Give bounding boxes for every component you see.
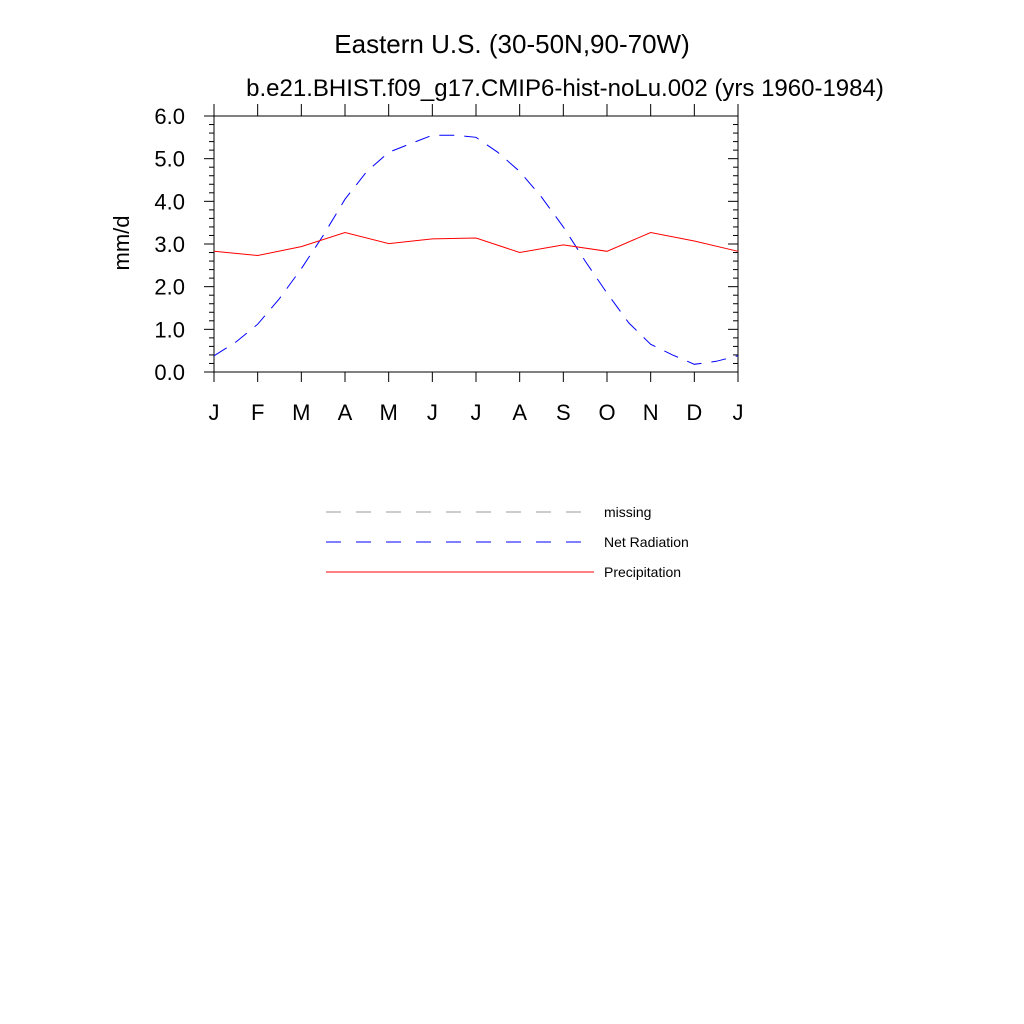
x-tick-label: O [598, 400, 615, 425]
x-tick-label: A [512, 400, 527, 425]
y-tick-label: 1.0 [154, 317, 185, 342]
y-tick-label: 0.0 [154, 360, 185, 385]
y-tick-label: 2.0 [154, 275, 185, 300]
chart-title: Eastern U.S. (30-50N,90-70W) [334, 29, 689, 59]
y-axis: 0.0 1.0 2.0 3.0 4.0 5.0 6.0 [154, 104, 738, 385]
y-tick-label: 3.0 [154, 232, 185, 257]
x-tick-label: J [427, 400, 438, 425]
x-tick-label: M [292, 400, 310, 425]
x-tick-label: M [380, 400, 398, 425]
series-line-net-radiation [213, 134, 739, 365]
series-layer [213, 134, 739, 365]
x-tick-label: N [643, 400, 659, 425]
x-tick-label: J [733, 400, 744, 425]
x-tick-label: J [471, 400, 482, 425]
y-tick-label: 5.0 [154, 147, 185, 172]
plot-area [213, 115, 739, 373]
y-axis-label: mm/d [109, 216, 134, 271]
x-tick-label: F [251, 400, 264, 425]
series-line-precipitation [213, 231, 739, 257]
legend-label-missing: missing [604, 504, 651, 520]
y-tick-label: 6.0 [154, 104, 185, 129]
x-tick-label: D [686, 400, 702, 425]
legend: missing Net Radiation Precipitation [326, 504, 689, 580]
x-tick-label: S [556, 400, 571, 425]
plot-border [213, 115, 739, 373]
x-tick-label: A [338, 400, 353, 425]
y-tick-label: 4.0 [154, 189, 185, 214]
legend-label-net-radiation: Net Radiation [604, 534, 689, 550]
chart-subtitle: b.e21.BHIST.f09_g17.CMIP6-hist-noLu.002 … [246, 75, 884, 102]
x-tick-label: J [209, 400, 220, 425]
legend-label-precipitation: Precipitation [604, 564, 681, 580]
